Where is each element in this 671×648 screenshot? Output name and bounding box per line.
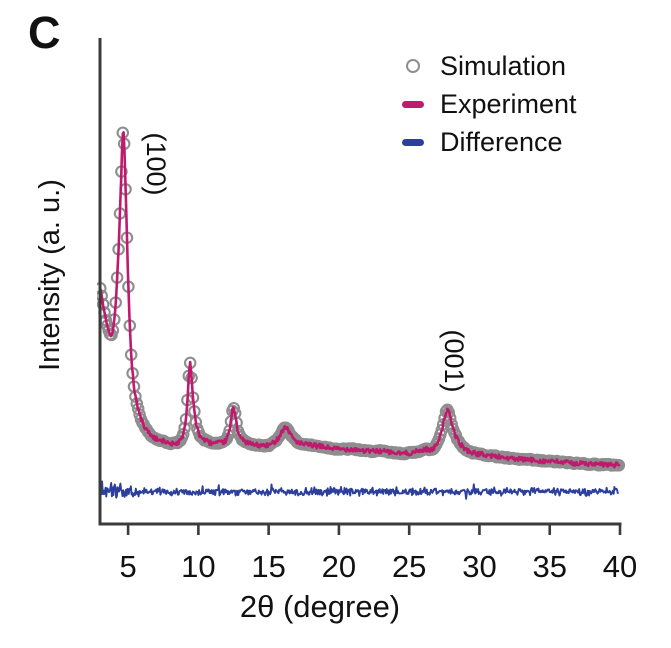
- x-tick-label: 15: [251, 549, 285, 584]
- x-tick-label: 25: [392, 549, 426, 584]
- x-tick-label: 35: [532, 549, 566, 584]
- simulation-circles: [97, 126, 626, 472]
- difference-line-icon: [400, 138, 426, 146]
- legend-item-experiment: Experiment: [400, 85, 577, 123]
- x-tick-label: 30: [462, 549, 496, 584]
- legend-label: Experiment: [440, 88, 577, 119]
- legend-item-difference: Difference: [400, 123, 577, 161]
- peak-annotation-100: (100): [141, 132, 171, 196]
- x-tick-label: 20: [322, 549, 356, 584]
- legend-label: Simulation: [440, 50, 567, 81]
- simulation-circle-icon: [400, 59, 426, 73]
- x-axis-label: 2θ (degree): [239, 589, 401, 624]
- peak-annotation-001: (001): [439, 329, 469, 393]
- panel-label: C: [28, 7, 61, 58]
- legend-label: Difference: [440, 126, 563, 157]
- experiment-line-icon: [400, 100, 426, 108]
- x-tick-label: 40: [603, 549, 637, 584]
- x-tick-label: 5: [119, 549, 136, 584]
- difference-curve: [99, 480, 619, 500]
- y-axis-label: Intensity (a. u.): [34, 179, 66, 371]
- experiment-curve: [98, 131, 621, 469]
- legend-item-simulation: Simulation: [400, 47, 577, 85]
- x-tick-label: 10: [181, 549, 215, 584]
- legend: Simulation Experiment Difference: [400, 47, 577, 161]
